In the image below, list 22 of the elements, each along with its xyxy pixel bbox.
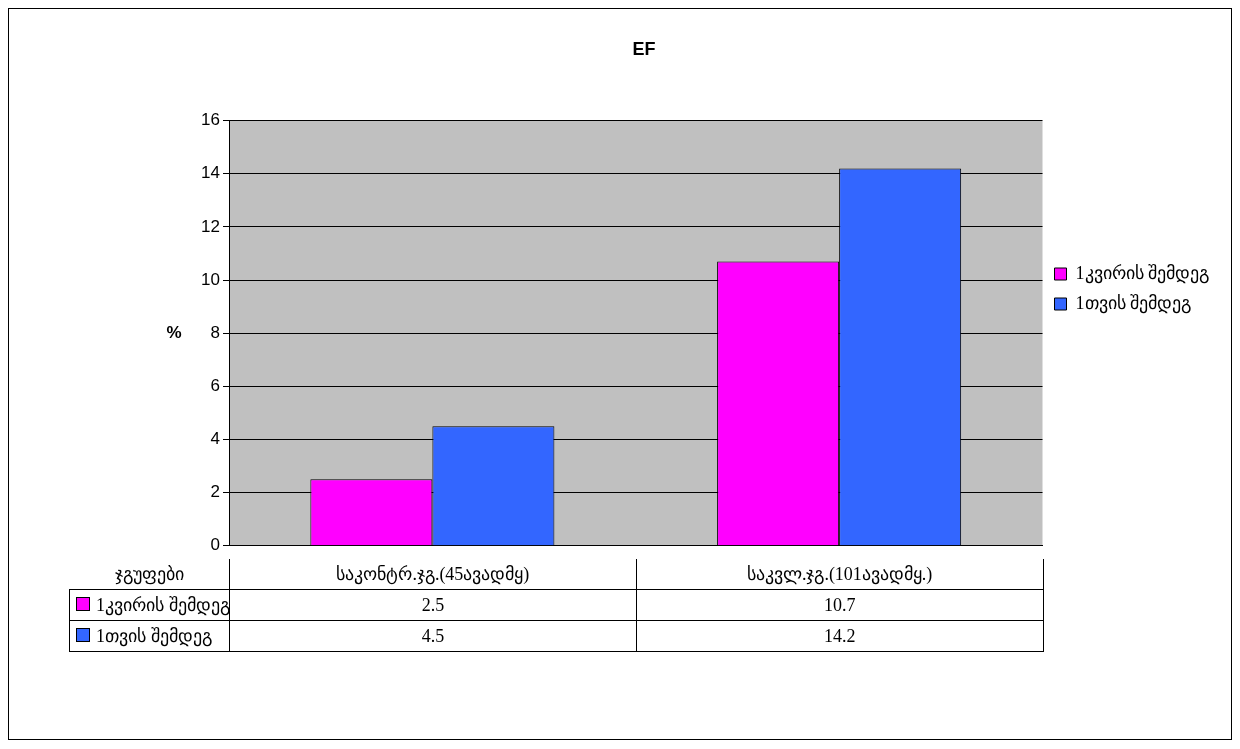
x-tick-label: საკონტრ.ჯგ.(45ავადმყ): [229, 559, 637, 590]
x-tick-label: საკვლ.ჯგ.(101ავადმყ.): [636, 559, 1043, 590]
legend-label: 1კვირის შემდეგ: [69, 589, 230, 621]
chart-title: EF: [632, 38, 656, 59]
y-tick-label: 0: [210, 535, 220, 555]
x-axis-title: ჯგუფები: [69, 559, 230, 590]
text: 1თვის შემდეგ: [96, 626, 212, 646]
y-tick-label: 14: [201, 163, 220, 183]
y-tick-label: 2: [210, 482, 220, 502]
y-axis-title: %: [166, 322, 182, 342]
data-label: 14.2: [636, 620, 1043, 652]
y-tick-label: 6: [210, 376, 220, 396]
legend-label: 1თვის შემდეგ: [1075, 292, 1191, 314]
y-tick-label: 16: [201, 110, 220, 130]
y-tick-label: 12: [201, 216, 220, 236]
data-label: 10.7: [636, 589, 1043, 621]
text: 1კვირის შემდეგ: [1075, 262, 1209, 283]
y-tick-label: 10: [201, 269, 220, 289]
y-tick-label: 8: [210, 322, 220, 342]
data-label: 4.5: [229, 620, 637, 652]
y-tick-label: 4: [210, 429, 220, 449]
data-label: 2.5: [229, 589, 637, 621]
